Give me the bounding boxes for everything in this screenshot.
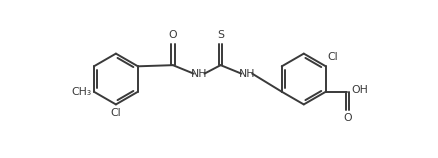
Text: NH: NH	[191, 69, 207, 79]
Text: O: O	[343, 113, 352, 123]
Text: NH: NH	[239, 69, 255, 79]
Text: Cl: Cl	[327, 52, 338, 62]
Text: CH₃: CH₃	[71, 87, 92, 97]
Text: Cl: Cl	[110, 107, 121, 118]
Text: O: O	[169, 30, 177, 40]
Text: OH: OH	[351, 85, 368, 95]
Text: S: S	[217, 30, 224, 40]
